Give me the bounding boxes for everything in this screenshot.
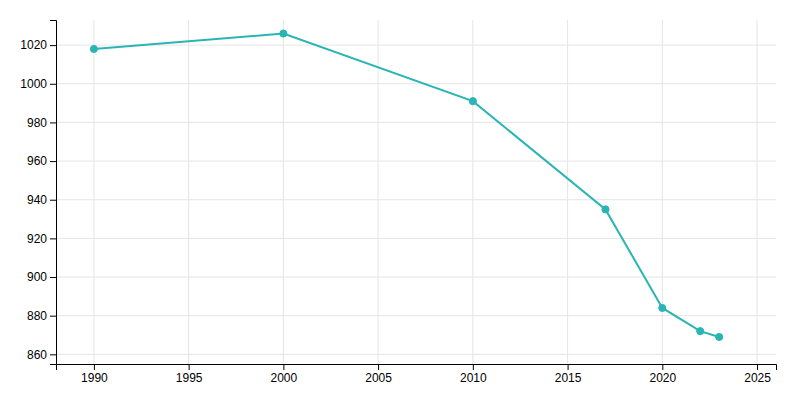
tick-label: 2000 xyxy=(271,371,298,385)
tick: 2025 xyxy=(744,364,771,385)
tick: 2010 xyxy=(460,364,487,385)
tick-label: 1990 xyxy=(81,371,108,385)
tick-mark xyxy=(378,364,379,370)
point xyxy=(602,206,609,213)
tick-mark xyxy=(568,364,569,370)
x-axis: 1990 1995 2000 2005 2010 2015 2020 2025 xyxy=(57,364,777,385)
grid xyxy=(56,20,776,364)
grid-line xyxy=(56,161,776,162)
tick-mark xyxy=(662,364,663,370)
tick: 920 xyxy=(27,232,56,246)
point xyxy=(280,30,287,37)
tick-label: 1000 xyxy=(20,77,47,91)
tick-mark xyxy=(50,200,56,201)
tick-label: 980 xyxy=(27,116,47,130)
tick-label: 940 xyxy=(27,193,47,207)
tick-mark xyxy=(757,364,758,370)
tick: 2005 xyxy=(365,364,392,385)
tick-mark xyxy=(94,364,95,370)
series xyxy=(90,30,722,341)
tick: 1020 xyxy=(20,38,56,52)
axis-line xyxy=(50,21,57,365)
grid-line xyxy=(56,238,776,239)
grid-line xyxy=(56,315,776,316)
grid-line xyxy=(472,20,473,364)
tick: 960 xyxy=(27,154,56,168)
tick: 1995 xyxy=(176,364,203,385)
grid-line xyxy=(757,20,758,364)
grid-line xyxy=(188,20,189,364)
grid-line xyxy=(283,20,284,364)
tick: 980 xyxy=(27,116,56,130)
tick-label: 900 xyxy=(27,270,47,284)
grid-line xyxy=(93,20,94,364)
tick-label: 1020 xyxy=(20,38,47,52)
tick: 2000 xyxy=(271,364,298,385)
grid-line xyxy=(56,354,776,355)
tick-mark xyxy=(50,122,56,123)
tick-label: 2025 xyxy=(744,371,771,385)
grid-line xyxy=(56,199,776,200)
tick-mark xyxy=(50,354,56,355)
tick: 1990 xyxy=(81,364,108,385)
grid-line xyxy=(56,83,776,84)
point xyxy=(697,328,704,335)
grid-line xyxy=(567,20,568,364)
tick-mark xyxy=(50,161,56,162)
tick-label: 2020 xyxy=(649,371,676,385)
grid-line xyxy=(378,20,379,364)
point xyxy=(469,98,476,105)
grid-line xyxy=(56,122,776,123)
point xyxy=(90,45,97,52)
tick: 900 xyxy=(27,270,56,284)
tick: 2020 xyxy=(649,364,676,385)
tick-mark xyxy=(50,277,56,278)
tick-mark xyxy=(50,238,56,239)
tick-mark xyxy=(189,364,190,370)
tick-label: 880 xyxy=(27,309,47,323)
tick: 2015 xyxy=(555,364,582,385)
tick-label: 960 xyxy=(27,154,47,168)
plot-area: 1990 1995 2000 2005 2010 2015 2020 2025 860 880 90… xyxy=(20,20,776,385)
tick: 860 xyxy=(27,348,56,362)
tick: 940 xyxy=(27,193,56,207)
axis-line xyxy=(57,365,777,371)
line xyxy=(94,34,719,337)
tick-label: 2005 xyxy=(365,371,392,385)
point xyxy=(659,304,666,311)
y-axis: 860 880 900 920 940 960 980 1000 1020 xyxy=(20,21,56,365)
tick-mark xyxy=(50,45,56,46)
tick-label: 860 xyxy=(27,348,47,362)
tick-label: 1995 xyxy=(176,371,203,385)
chart: 1990 1995 2000 2005 2010 2015 2020 2025 860 880 90… xyxy=(0,0,800,400)
grid-line xyxy=(662,20,663,364)
tick-mark xyxy=(50,316,56,317)
tick-label: 2010 xyxy=(460,371,487,385)
tick-mark xyxy=(50,84,56,85)
tick-label: 920 xyxy=(27,232,47,246)
tick: 1000 xyxy=(20,77,56,91)
tick-mark xyxy=(473,364,474,370)
tick-mark xyxy=(283,364,284,370)
tick-label: 2015 xyxy=(555,371,582,385)
grid-line xyxy=(56,277,776,278)
tick: 880 xyxy=(27,309,56,323)
point xyxy=(716,333,723,340)
grid-line xyxy=(56,45,776,46)
